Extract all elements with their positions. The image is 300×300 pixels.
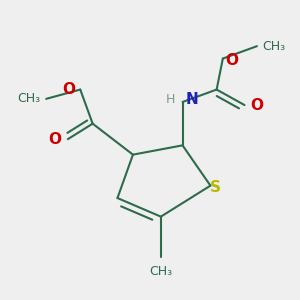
Text: S: S <box>210 180 220 195</box>
Text: CH₃: CH₃ <box>149 265 172 278</box>
Text: N: N <box>186 92 198 107</box>
Text: CH₃: CH₃ <box>17 92 40 105</box>
Text: CH₃: CH₃ <box>262 40 286 53</box>
Text: O: O <box>49 132 62 147</box>
Text: O: O <box>251 98 264 112</box>
Text: O: O <box>225 52 238 68</box>
Text: O: O <box>63 82 76 97</box>
Text: H: H <box>165 93 175 106</box>
